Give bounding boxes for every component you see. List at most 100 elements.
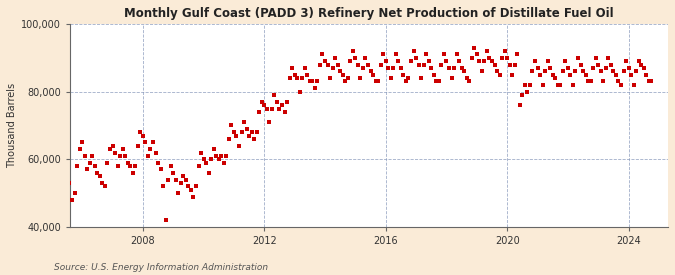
- Point: [500, 49, 510, 53]
- Point: [302, 73, 313, 77]
- Point: [322, 62, 333, 67]
- Point: [471, 52, 482, 57]
- Point: [178, 174, 189, 178]
- Point: [588, 66, 599, 70]
- Point: [211, 154, 221, 158]
- Point: [277, 103, 288, 107]
- Point: [469, 45, 480, 50]
- Point: [231, 133, 242, 138]
- Point: [398, 73, 409, 77]
- Point: [206, 157, 217, 161]
- Point: [61, 174, 72, 178]
- Point: [105, 147, 115, 151]
- Point: [459, 69, 470, 73]
- Point: [165, 164, 176, 168]
- Point: [350, 56, 360, 60]
- Point: [130, 164, 140, 168]
- Point: [512, 52, 522, 57]
- Point: [170, 177, 181, 182]
- Point: [115, 154, 126, 158]
- Point: [532, 66, 543, 70]
- Point: [196, 150, 207, 155]
- Point: [550, 76, 561, 80]
- Point: [449, 66, 460, 70]
- Point: [514, 103, 525, 107]
- Point: [487, 59, 497, 63]
- Point: [481, 49, 492, 53]
- Point: [340, 79, 351, 84]
- Point: [92, 171, 103, 175]
- Point: [365, 69, 376, 73]
- Point: [312, 79, 323, 84]
- Point: [300, 66, 310, 70]
- Point: [575, 62, 586, 67]
- Point: [545, 66, 556, 70]
- Point: [297, 76, 308, 80]
- Point: [489, 62, 500, 67]
- Point: [213, 157, 224, 161]
- Point: [406, 59, 416, 63]
- Point: [317, 52, 328, 57]
- Point: [580, 73, 591, 77]
- Point: [203, 171, 214, 175]
- Point: [234, 144, 244, 148]
- Point: [287, 66, 298, 70]
- Point: [504, 62, 515, 67]
- Point: [429, 73, 439, 77]
- Point: [59, 167, 70, 172]
- Point: [102, 161, 113, 165]
- Point: [67, 198, 78, 202]
- Point: [408, 49, 419, 53]
- Point: [639, 66, 649, 70]
- Point: [95, 174, 105, 178]
- Point: [158, 184, 169, 189]
- Point: [209, 147, 219, 151]
- Point: [393, 59, 404, 63]
- Point: [535, 73, 545, 77]
- Point: [163, 177, 173, 182]
- Point: [223, 137, 234, 141]
- Point: [537, 82, 548, 87]
- Point: [198, 157, 209, 161]
- Point: [570, 69, 581, 73]
- Point: [236, 130, 247, 134]
- Point: [413, 62, 424, 67]
- Point: [216, 154, 227, 158]
- Point: [267, 106, 277, 111]
- Point: [281, 100, 292, 104]
- Point: [643, 79, 654, 84]
- Point: [618, 69, 629, 73]
- Point: [380, 59, 391, 63]
- Point: [572, 56, 583, 60]
- Point: [540, 69, 551, 73]
- Point: [140, 140, 151, 145]
- Point: [466, 56, 477, 60]
- Point: [451, 52, 462, 57]
- Point: [72, 164, 82, 168]
- Point: [636, 62, 647, 67]
- Point: [585, 79, 596, 84]
- Point: [410, 56, 421, 60]
- Point: [274, 106, 285, 111]
- Text: Source: U.S. Energy Information Administration: Source: U.S. Energy Information Administ…: [54, 263, 268, 272]
- Point: [99, 184, 110, 189]
- Point: [388, 66, 399, 70]
- Point: [261, 106, 272, 111]
- Point: [630, 69, 641, 73]
- Point: [304, 79, 315, 84]
- Point: [433, 79, 444, 84]
- Point: [360, 56, 371, 60]
- Point: [128, 171, 138, 175]
- Point: [641, 73, 651, 77]
- Point: [421, 52, 431, 57]
- Point: [290, 73, 300, 77]
- Point: [294, 89, 305, 94]
- Point: [418, 62, 429, 67]
- Point: [186, 188, 196, 192]
- Point: [484, 56, 495, 60]
- Point: [183, 184, 194, 189]
- Point: [173, 191, 184, 195]
- Point: [396, 66, 406, 70]
- Point: [621, 59, 632, 63]
- Point: [74, 147, 85, 151]
